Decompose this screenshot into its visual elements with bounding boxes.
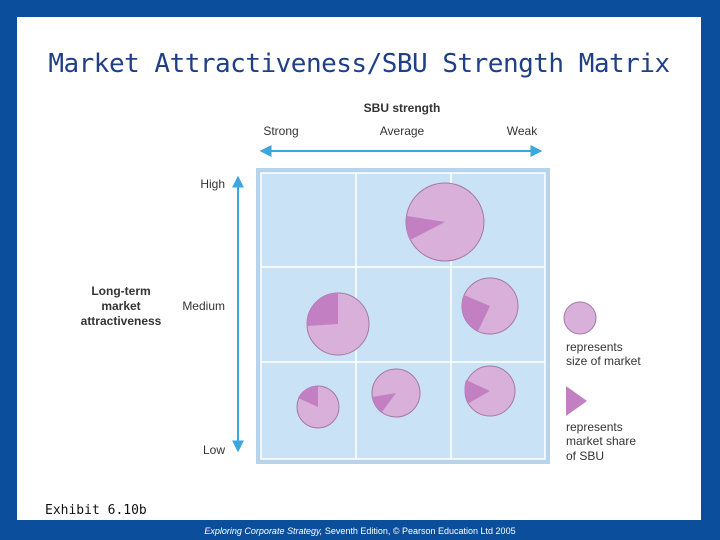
legend-size-icon xyxy=(563,301,597,335)
x-axis-title: SBU strength xyxy=(364,101,441,115)
exhibit-caption: Exhibit 6.10b xyxy=(45,503,147,518)
bubble-market-share xyxy=(461,295,490,331)
bubble-market-share xyxy=(298,385,318,407)
legend-size-line1: represents xyxy=(566,340,623,354)
y-axis-title-line1: Long-term xyxy=(91,284,150,298)
y-axis-title-line3: attractiveness xyxy=(81,314,162,328)
bubble-market-share xyxy=(372,393,396,412)
footer-book-title: Exploring Corporate Strategy, xyxy=(204,526,323,536)
bubble-market-share xyxy=(406,216,445,240)
legend-share-line1: represents xyxy=(566,420,623,434)
x-label-strong: Strong xyxy=(263,124,298,138)
x-label-average: Average xyxy=(380,124,425,138)
bubble-market-share xyxy=(464,380,490,403)
sbu-bubble-5 xyxy=(371,368,421,418)
legend: represents size of market represents mar… xyxy=(563,301,641,463)
slide-title: Market Attractiveness/SBU Strength Matri… xyxy=(48,49,670,79)
y-label-medium: Medium xyxy=(182,299,225,313)
legend-share-line2: market share xyxy=(566,434,636,448)
x-label-weak: Weak xyxy=(507,124,538,138)
legend-share-line3: of SBU xyxy=(566,449,604,463)
sbu-bubble-4 xyxy=(296,385,340,429)
footer-credit: Exploring Corporate Strategy, Seventh Ed… xyxy=(0,526,720,536)
bubble-market-share xyxy=(306,292,338,326)
sbu-bubble-3 xyxy=(461,277,519,335)
legend-size-line2: size of market xyxy=(566,354,641,368)
sbu-bubble-2 xyxy=(306,292,370,356)
y-label-low: Low xyxy=(203,443,225,457)
y-label-high: High xyxy=(200,177,225,191)
legend-share-icon xyxy=(566,386,587,416)
footer-edition: Seventh Edition, © Pearson Education Ltd… xyxy=(322,526,516,536)
sbu-bubble-1 xyxy=(405,182,485,262)
y-axis-title-line2: market xyxy=(101,299,140,313)
sbu-bubble-6 xyxy=(464,365,516,417)
